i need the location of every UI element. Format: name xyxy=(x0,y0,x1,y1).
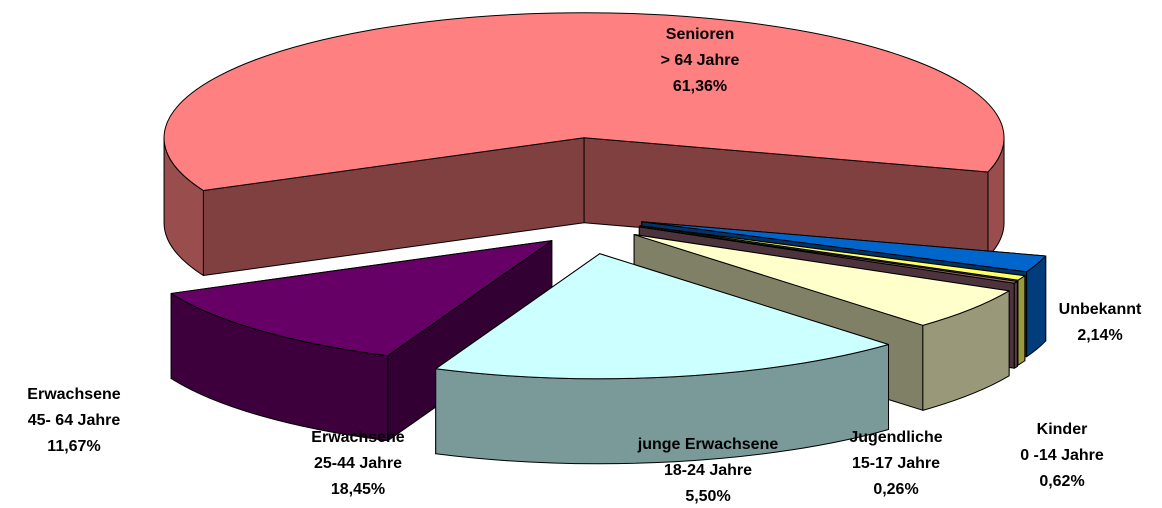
value-label: 2,14% xyxy=(1077,327,1122,344)
value-label: 61,36% xyxy=(673,78,727,95)
value-label: 0,62% xyxy=(1039,473,1084,490)
slice-label: Senioren xyxy=(666,26,734,43)
slice-label: Unbekannt xyxy=(1059,301,1142,318)
slice xyxy=(170,240,553,357)
slice-label: 15-17 Jahre xyxy=(852,455,940,472)
slice-label: Jugendliche xyxy=(849,429,942,446)
slice-label: Erwachsene xyxy=(27,386,120,403)
slice-label: 45- 64 Jahre xyxy=(28,412,121,429)
slice-wall xyxy=(1026,255,1047,358)
slice xyxy=(641,221,1047,273)
slice xyxy=(639,225,1026,281)
slice xyxy=(163,12,1005,192)
slice-label: Kinder xyxy=(1037,421,1088,438)
slice-label: > 64 Jahre xyxy=(661,52,740,69)
slice-label: junge Erwachsene xyxy=(637,436,779,453)
slice-label: 25-44 Jahre xyxy=(314,455,402,472)
slice-label: Erwachsene xyxy=(311,429,404,446)
slice-wall xyxy=(1013,280,1018,369)
slice-label: 0 -14 Jahre xyxy=(1020,447,1104,464)
slice xyxy=(638,226,1018,284)
value-label: 11,67% xyxy=(47,438,100,455)
value-label: 0,26% xyxy=(873,481,918,498)
value-label: 5,50% xyxy=(685,488,730,505)
slice-label: 18-24 Jahre xyxy=(664,462,752,479)
slice xyxy=(435,253,890,380)
slice xyxy=(633,234,1010,326)
slice-wall xyxy=(1017,275,1026,366)
value-label: 18,45% xyxy=(331,481,385,498)
